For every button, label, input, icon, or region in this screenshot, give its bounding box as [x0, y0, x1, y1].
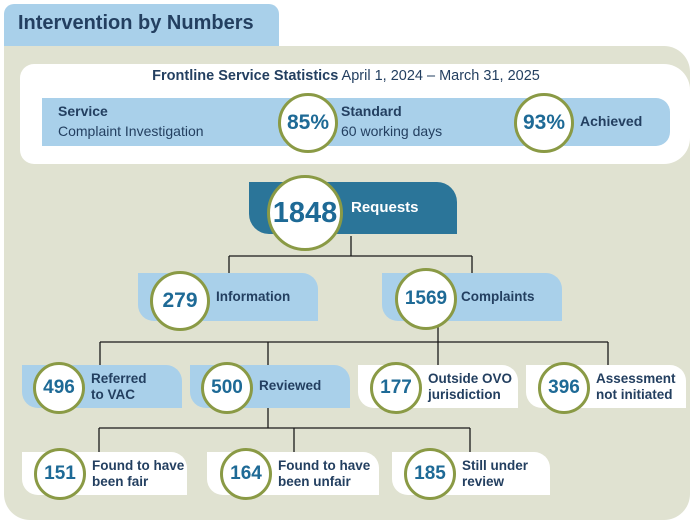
unfair-count: 164 — [230, 463, 262, 484]
outside-count-circle: 177 — [370, 362, 422, 414]
achieved-percent: 93% — [522, 111, 566, 134]
service-label: Service — [58, 103, 108, 119]
outside-label-line2: jurisdiction — [428, 387, 501, 402]
page-title: Intervention by Numbers — [18, 12, 254, 34]
fair-count-circle: 151 — [34, 448, 86, 500]
requests-count: 1848 — [272, 196, 338, 229]
fair-label-line1: Found to have — [92, 458, 185, 473]
standard-value: 60 working days — [341, 123, 443, 139]
outside-label-line1: Outside OVO — [428, 371, 513, 386]
complaints-count: 1569 — [404, 288, 448, 309]
service-value: Complaint Investigation — [58, 123, 204, 139]
stats-heading-title: Frontline Service Statistics — [152, 68, 339, 84]
requests-label: Requests — [351, 199, 419, 216]
referred-count: 496 — [43, 377, 75, 398]
unfair-count-circle: 164 — [220, 448, 272, 500]
assessment-label-line2: not initiated — [596, 387, 673, 402]
under-review-label-line1: Still under — [462, 458, 529, 473]
standard-label: Standard — [341, 103, 402, 119]
referred-label: Referred to VAC — [91, 371, 147, 403]
outside-label: Outside OVO jurisdiction — [428, 371, 512, 403]
under-review-count-circle: 185 — [404, 448, 456, 500]
referred-count-circle: 496 — [33, 362, 85, 414]
information-count: 279 — [162, 289, 198, 312]
reviewed-label: Reviewed — [259, 378, 322, 393]
reviewed-count: 500 — [211, 377, 243, 398]
achieved-block: Achieved — [580, 111, 642, 131]
standard-block: Standard 60 working days — [341, 101, 442, 141]
reviewed-count-circle: 500 — [201, 362, 253, 414]
title-tab — [4, 4, 279, 46]
information-label: Information — [216, 289, 291, 304]
stats-period: April 1, 2024 – March 31, 2025 — [341, 68, 540, 84]
unfair-label: Found to have been unfair — [278, 458, 370, 490]
information-count-circle: 279 — [150, 271, 210, 331]
complaints-count-circle: 1569 — [395, 268, 457, 330]
achieved-percent-circle: 93% — [514, 93, 574, 153]
fair-label-line2: been fair — [92, 474, 149, 489]
fair-count: 151 — [44, 463, 76, 484]
service-block: Service Complaint Investigation — [58, 101, 204, 141]
under-review-label-line2: review — [462, 474, 505, 489]
under-review-count: 185 — [414, 463, 446, 484]
referred-label-line1: Referred — [91, 371, 147, 386]
unfair-label-line1: Found to have — [278, 458, 371, 473]
requests-count-circle: 1848 — [267, 175, 343, 251]
assessment-label-line1: Assessment — [596, 371, 676, 386]
referred-label-line2: to VAC — [91, 387, 135, 402]
assessment-count: 396 — [548, 377, 580, 398]
stats-heading: Frontline Service Statistics April 1, 20… — [0, 68, 692, 84]
assessment-label: Assessment not initiated — [596, 371, 676, 403]
under-review-label: Still under review — [462, 458, 528, 490]
outside-count: 177 — [380, 377, 412, 398]
achieved-label: Achieved — [580, 113, 643, 129]
fair-label: Found to have been fair — [92, 458, 184, 490]
assessment-count-circle: 396 — [538, 362, 590, 414]
unfair-label-line2: been unfair — [278, 474, 351, 489]
service-percent-circle: 85% — [278, 93, 338, 153]
complaints-label: Complaints — [461, 289, 535, 304]
service-percent: 85% — [286, 111, 330, 134]
